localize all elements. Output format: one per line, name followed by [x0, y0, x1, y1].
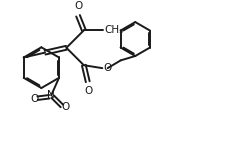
- Text: O: O: [85, 86, 93, 96]
- Text: O: O: [61, 102, 69, 112]
- Text: CH₃: CH₃: [105, 25, 124, 35]
- Text: O: O: [74, 1, 82, 11]
- Text: O: O: [30, 94, 38, 104]
- Text: O: O: [104, 63, 112, 73]
- Text: N: N: [47, 90, 55, 100]
